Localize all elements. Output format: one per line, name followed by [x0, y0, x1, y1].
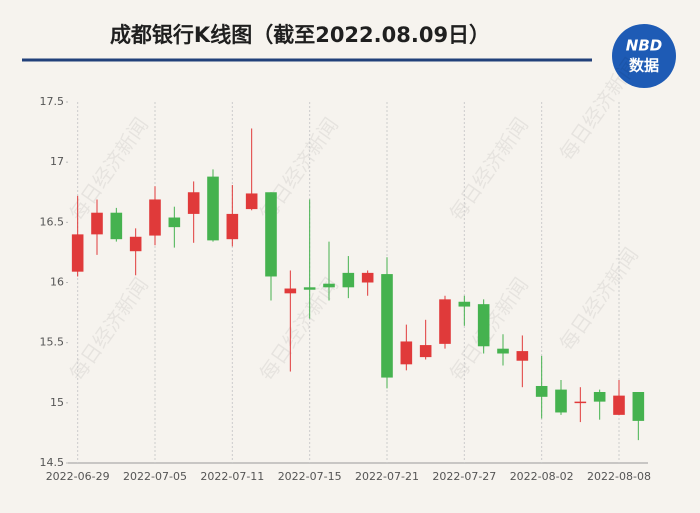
candle-body: [497, 348, 509, 354]
candle-body: [245, 193, 258, 210]
candle-body: [516, 351, 529, 361]
y-tick-label: 16.5: [40, 215, 65, 228]
candle-body: [323, 283, 335, 288]
y-tick-label: 15.5: [40, 336, 65, 349]
candle-body: [458, 301, 471, 307]
x-tick-label: 2022-07-05: [123, 470, 187, 483]
logo-top: NBD: [626, 37, 662, 55]
candle-body: [91, 212, 103, 235]
candle-body: [207, 176, 219, 241]
x-tick-label: 2022-07-11: [200, 470, 264, 483]
x-tick-label: 2022-07-21: [355, 470, 419, 483]
y-tick-label: 16: [50, 276, 64, 289]
x-tick-label: 2022-08-08: [587, 470, 651, 483]
candle-body: [632, 392, 645, 421]
candle-body: [187, 192, 200, 214]
candle-body: [574, 401, 587, 404]
candle-body: [477, 304, 490, 347]
candle-body: [342, 272, 355, 288]
candle-body: [613, 395, 625, 415]
candle-body: [71, 234, 84, 272]
candle-body: [535, 385, 548, 397]
candle-body: [419, 345, 432, 358]
y-tick-label: 17.5: [40, 95, 65, 108]
x-tick-label: 2022-07-15: [278, 470, 342, 483]
candle-body: [226, 213, 239, 240]
candle-body: [400, 341, 413, 365]
candle-body: [361, 272, 374, 283]
y-tick-label: 17: [50, 155, 64, 168]
candle-body: [555, 389, 567, 413]
chart-title: 成都银行K线图（截至2022.08.09日）: [110, 23, 490, 47]
candle-body: [284, 288, 297, 294]
logo-bottom: 数据: [629, 57, 659, 75]
candle-body: [110, 212, 123, 240]
y-tick-label: 14.5: [40, 456, 65, 469]
x-tick-label: 2022-08-02: [510, 470, 574, 483]
x-tick-label: 2022-06-29: [46, 470, 110, 483]
candle-body: [129, 236, 142, 252]
candle-body: [265, 192, 277, 277]
candle-body: [303, 287, 316, 290]
candle-body: [149, 199, 161, 236]
candle-body: [168, 217, 181, 228]
candle-body: [381, 274, 393, 378]
y-tick-label: 15: [50, 396, 64, 409]
x-tick-label: 2022-07-27: [432, 470, 496, 483]
candle-body: [593, 392, 606, 402]
logo-circle: [612, 24, 676, 88]
candle-body: [439, 299, 451, 344]
